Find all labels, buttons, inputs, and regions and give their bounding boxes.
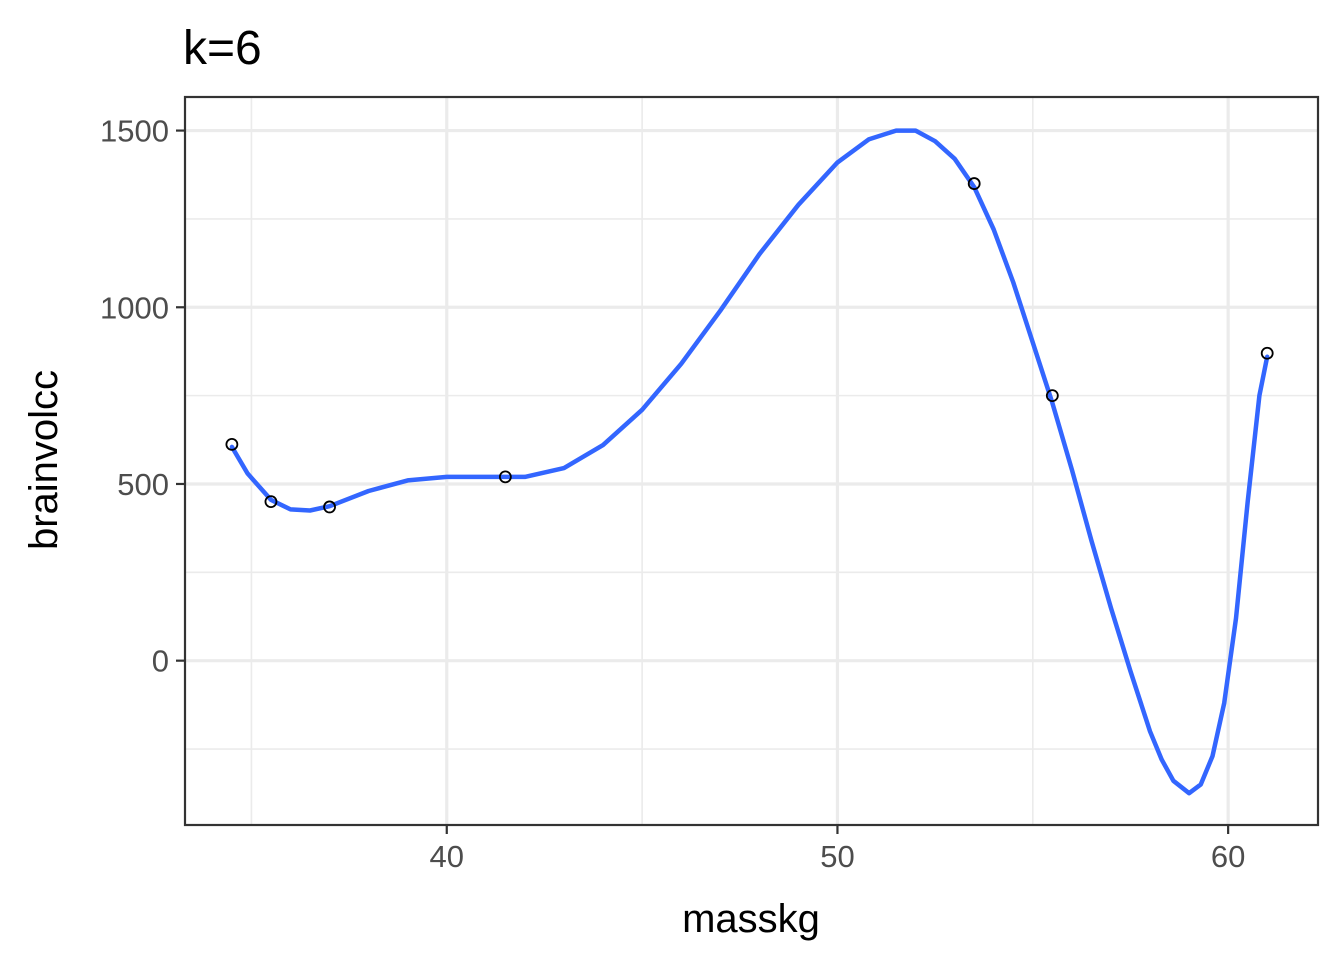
y-tick-label: 0: [152, 644, 169, 679]
x-axis-title: masskg: [682, 897, 820, 941]
data-point: [967, 177, 981, 190]
chart-title: k=6: [183, 22, 262, 75]
axis-ticks: [176, 129, 1230, 834]
y-tick-label: 1000: [100, 290, 169, 325]
plot-content: [225, 128, 1274, 796]
x-tick-label: 60: [1211, 839, 1245, 874]
x-tick-label: 50: [820, 839, 854, 874]
data-point: [323, 500, 336, 514]
minor-gridlines: [185, 97, 1318, 825]
x-tick-label: 40: [430, 839, 464, 874]
data-point: [225, 437, 239, 451]
fitted-line: [229, 128, 1270, 796]
data-point: [1045, 389, 1059, 403]
panel-border: [183, 95, 1320, 827]
data-point: [264, 495, 278, 509]
data-point: [1260, 346, 1274, 360]
major-gridlines: [185, 97, 1318, 825]
y-tick-label: 1500: [100, 114, 169, 149]
y-axis-title: brainvolcc: [22, 370, 66, 550]
y-tick-label: 500: [117, 467, 169, 502]
tick-labels: 40 50 60 0 500 1000 1500: [100, 114, 1245, 874]
data-point: [498, 470, 512, 484]
